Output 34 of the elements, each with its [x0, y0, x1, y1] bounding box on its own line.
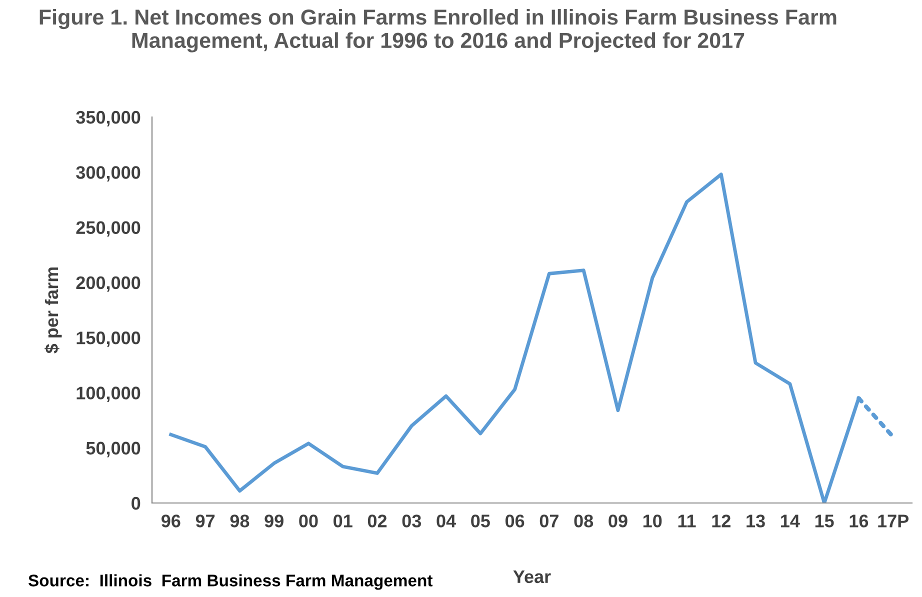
x-tick-label: 01 — [334, 514, 352, 528]
chart-title: Figure 1. Net Incomes on Grain Farms Enrolled in Illinois Farm Business Farm Management, Actual for 1996 to 2016 and Projected for 2017 — [40, 8, 836, 52]
x-tick-label: 11 — [678, 514, 696, 528]
x-tick-label: 97 — [196, 514, 215, 528]
y-tick-label: 0 — [132, 496, 140, 510]
x-tick-label: 12 — [712, 514, 730, 528]
x-tick-label: 05 — [471, 514, 490, 528]
x-tick-label: 03 — [402, 514, 422, 528]
x-tick-label: 09 — [608, 514, 628, 528]
x-tick-label: 07 — [540, 514, 558, 528]
x-tick-label: 10 — [643, 514, 662, 528]
y-axis-title: $ per farm — [44, 267, 62, 354]
x-tick-label: 06 — [505, 514, 524, 528]
y-tick-label: 150,000 — [76, 332, 140, 347]
x-tick-label: 13 — [746, 514, 765, 528]
x-tick-label: 99 — [264, 514, 284, 528]
x-tick-label: 17P — [878, 514, 909, 528]
y-tick-label: 50,000 — [86, 442, 140, 458]
x-tick-label: 14 — [781, 514, 800, 528]
x-tick-label: 96 — [162, 514, 180, 528]
y-tick-label: 200,000 — [76, 276, 140, 292]
y-tick-label: 250,000 — [76, 221, 140, 237]
x-tick-label: 16 — [850, 514, 868, 528]
x-axis-title: Year — [513, 570, 551, 584]
y-tick-label: 100,000 — [76, 386, 140, 402]
x-tick-label: 02 — [368, 514, 387, 528]
x-tick-label: 04 — [436, 514, 456, 528]
x-tick-label: 08 — [574, 514, 594, 528]
x-tick-label: 00 — [299, 514, 318, 528]
x-tick-label: 15 — [815, 514, 834, 528]
y-tick-label: 300,000 — [76, 166, 140, 182]
source-note: Source: Illinois Farm Business Farm Management — [28, 574, 433, 590]
y-tick-label: 350,000 — [76, 110, 140, 126]
x-tick-label: 98 — [230, 514, 250, 528]
